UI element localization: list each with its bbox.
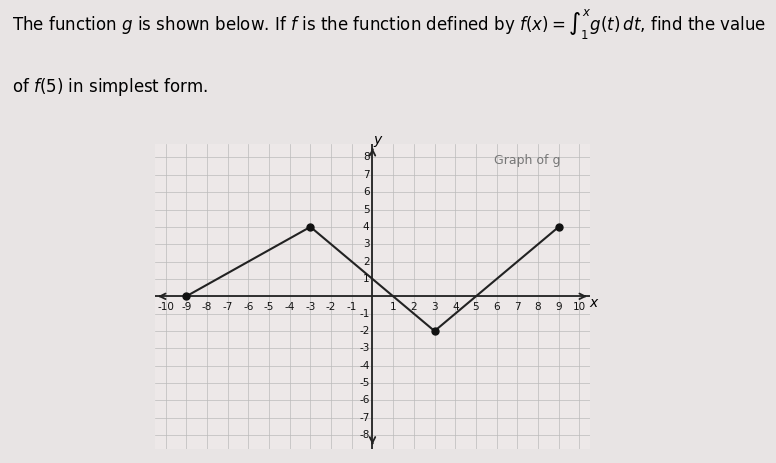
Text: 10: 10 — [573, 302, 586, 313]
Text: -4: -4 — [359, 361, 369, 371]
Text: -6: -6 — [243, 302, 254, 313]
Text: 4: 4 — [362, 222, 369, 232]
Text: 2: 2 — [362, 257, 369, 267]
Text: 7: 7 — [362, 170, 369, 180]
Text: -1: -1 — [347, 302, 357, 313]
Text: -3: -3 — [305, 302, 316, 313]
Text: 6: 6 — [362, 187, 369, 197]
Text: 4: 4 — [452, 302, 459, 313]
Text: 6: 6 — [494, 302, 500, 313]
Text: $x$: $x$ — [588, 296, 599, 310]
Text: 2: 2 — [411, 302, 417, 313]
Text: 1: 1 — [362, 274, 369, 284]
Text: $y$: $y$ — [373, 134, 384, 149]
Text: -5: -5 — [264, 302, 274, 313]
Text: -5: -5 — [359, 378, 369, 388]
Text: 5: 5 — [473, 302, 480, 313]
Text: The function $g$ is shown below. If $f$ is the function defined by $f(x)=\int_1^: The function $g$ is shown below. If $f$ … — [12, 7, 766, 41]
Text: -4: -4 — [285, 302, 295, 313]
Text: -3: -3 — [359, 344, 369, 353]
Text: 3: 3 — [431, 302, 438, 313]
Text: 7: 7 — [514, 302, 521, 313]
Text: -2: -2 — [359, 326, 369, 336]
Text: -8: -8 — [202, 302, 212, 313]
Text: -1: -1 — [359, 309, 369, 319]
Text: 8: 8 — [535, 302, 542, 313]
Text: -7: -7 — [223, 302, 233, 313]
Text: -6: -6 — [359, 395, 369, 406]
Text: -2: -2 — [326, 302, 336, 313]
Text: 5: 5 — [362, 205, 369, 214]
Text: -8: -8 — [359, 430, 369, 440]
Text: 9: 9 — [556, 302, 562, 313]
Text: 8: 8 — [362, 152, 369, 163]
Text: of $f(5)$ in simplest form.: of $f(5)$ in simplest form. — [12, 76, 208, 99]
Text: 1: 1 — [390, 302, 397, 313]
Text: Graph of g: Graph of g — [494, 154, 561, 168]
Text: 3: 3 — [362, 239, 369, 249]
Text: -9: -9 — [181, 302, 192, 313]
Text: -7: -7 — [359, 413, 369, 423]
Text: -10: -10 — [157, 302, 174, 313]
